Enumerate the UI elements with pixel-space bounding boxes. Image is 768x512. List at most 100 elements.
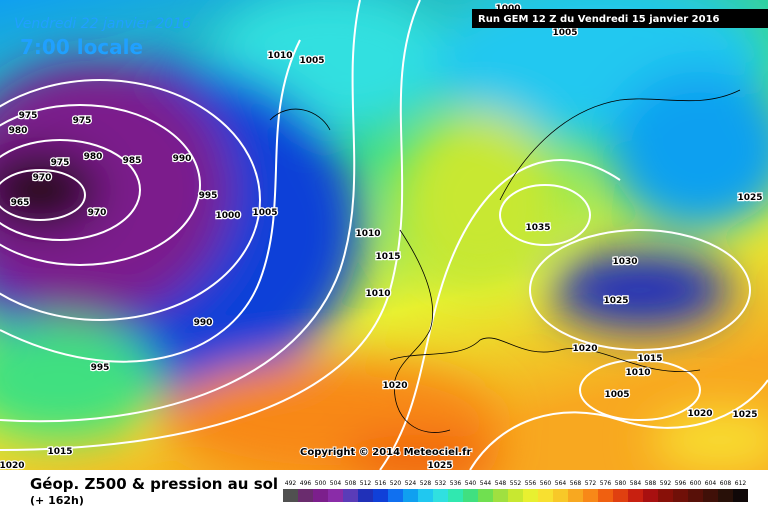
legend-swatch xyxy=(433,489,448,502)
isobar-label: 980 xyxy=(84,152,103,162)
isobar-label: 1005 xyxy=(299,56,324,66)
legend-swatch xyxy=(328,489,343,502)
isobar-label: 1015 xyxy=(637,354,662,364)
legend-label: 596 xyxy=(675,480,687,487)
legend-label: 568 xyxy=(570,480,582,487)
legend-label: 496 xyxy=(300,480,312,487)
legend-label: 572 xyxy=(585,480,597,487)
legend-label: 552 xyxy=(510,480,522,487)
legend-label: 504 xyxy=(330,480,342,487)
isobar-label: 975 xyxy=(19,111,38,121)
legend-swatch xyxy=(373,489,388,502)
legend-label: 548 xyxy=(495,480,507,487)
isobar-label: 970 xyxy=(33,173,52,183)
legend-swatch xyxy=(673,489,688,502)
time-title: 7:00 locale xyxy=(20,35,143,59)
legend-swatch xyxy=(628,489,643,502)
legend-swatch xyxy=(568,489,583,502)
run-box xyxy=(472,9,768,28)
isobar-label: 985 xyxy=(123,156,142,166)
legend-label: 556 xyxy=(525,480,537,487)
isobar-label: 1005 xyxy=(552,28,577,38)
color-legend: 492 496 500 504 508 512 516 520 524 528 532 536 540 5… xyxy=(283,480,748,502)
legend-label: 492 xyxy=(285,480,297,487)
isobar-label: 1015 xyxy=(47,447,72,457)
legend-swatch xyxy=(478,489,493,502)
isobar-label: 1025 xyxy=(737,193,762,203)
legend-swatch xyxy=(493,489,508,502)
isobar-label: 1010 xyxy=(355,229,380,239)
legend-label: 528 xyxy=(420,480,432,487)
legend-label: 588 xyxy=(645,480,657,487)
legend-swatch xyxy=(358,489,373,502)
isobar-label: 1035 xyxy=(525,223,550,233)
legend-label: 600 xyxy=(690,480,702,487)
legend-swatch xyxy=(298,489,313,502)
map-field: 975 975 980 975 980 985 990 970 965 970 995 1000 100… xyxy=(0,0,768,471)
legend-swatch xyxy=(388,489,403,502)
legend-swatch xyxy=(583,489,598,502)
isobar-label: 990 xyxy=(173,154,192,164)
isobar-label: 1020 xyxy=(382,381,407,391)
isobar-labels: 975 975 980 975 980 985 990 970 965 970 995 1000 100… xyxy=(0,3,764,471)
isobar-label: 975 xyxy=(51,158,70,168)
legend-label: 592 xyxy=(660,480,672,487)
run-label: Run GEM 12 Z du Vendredi 15 janvier 2016 xyxy=(478,14,720,25)
legend-swatch xyxy=(538,489,553,502)
isobar-label: 995 xyxy=(91,363,110,373)
legend-label: 532 xyxy=(435,480,447,487)
legend-label: 564 xyxy=(555,480,567,487)
legend-swatch xyxy=(343,489,358,502)
legend-swatch xyxy=(703,489,718,502)
caption: Géop. Z500 & pression au sol xyxy=(30,475,278,493)
legend-label: 508 xyxy=(345,480,357,487)
isobar-label: 970 xyxy=(88,208,107,218)
legend-label: 580 xyxy=(615,480,627,487)
legend-label: 512 xyxy=(360,480,372,487)
isobar-label: 1005 xyxy=(604,390,629,400)
coastlines xyxy=(269,89,741,433)
legend-label: 516 xyxy=(375,480,387,487)
isobar-label: 1015 xyxy=(375,252,400,262)
isobar-label: 1010 xyxy=(267,51,292,61)
legend-swatch xyxy=(553,489,568,502)
legend-swatch xyxy=(598,489,613,502)
isobar-label: 1000 xyxy=(215,211,240,221)
legend-label: 560 xyxy=(540,480,552,487)
isobar-label: 980 xyxy=(9,126,28,136)
legend-swatch xyxy=(523,489,538,502)
legend-swatch xyxy=(688,489,703,502)
isobar-label: 1025 xyxy=(427,461,452,471)
isobar-label: 975 xyxy=(73,116,92,126)
legend-swatch xyxy=(283,489,298,502)
legend-swatch xyxy=(418,489,433,502)
legend-swatch xyxy=(658,489,673,502)
date-title: Vendredi 22 janvier 2016 xyxy=(14,16,191,32)
legend-label: 584 xyxy=(630,480,642,487)
isobar-label: 1005 xyxy=(252,208,277,218)
legend-label: 608 xyxy=(720,480,732,487)
legend-label: 520 xyxy=(390,480,402,487)
legend-swatch xyxy=(718,489,733,502)
legend-swatch xyxy=(448,489,463,502)
isobar-label: 995 xyxy=(199,191,218,201)
isobars xyxy=(0,0,768,470)
legend-label: 524 xyxy=(405,480,417,487)
isobar-label: 1020 xyxy=(687,409,712,419)
isobar-label: 990 xyxy=(194,318,213,328)
legend-label: 540 xyxy=(465,480,477,487)
copyright: Copyright © 2014 Meteociel.fr xyxy=(300,447,471,458)
legend-swatch xyxy=(313,489,328,502)
legend-swatch xyxy=(508,489,523,502)
isobar-label: 1030 xyxy=(612,257,637,267)
legend-swatch xyxy=(403,489,418,502)
legend-label: 500 xyxy=(315,480,327,487)
isobar-label: 1010 xyxy=(625,368,650,378)
legend-swatch xyxy=(733,489,748,502)
legend-label: 612 xyxy=(735,480,747,487)
isobar-label: 965 xyxy=(11,198,30,208)
lead-time: (+ 162h) xyxy=(30,494,84,507)
legend-swatch xyxy=(643,489,658,502)
isobar-label: 1010 xyxy=(365,289,390,299)
